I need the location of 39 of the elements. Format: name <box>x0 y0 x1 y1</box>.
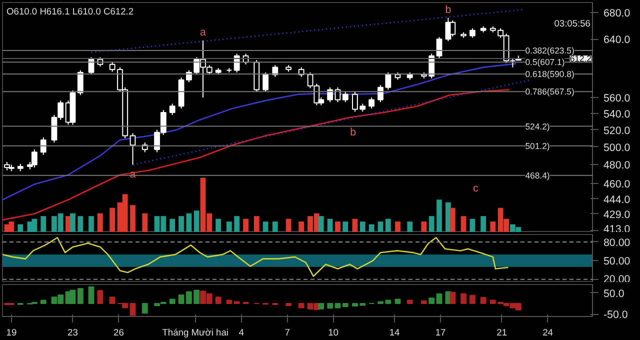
ref-line-label: 0.382(623.5) <box>525 46 574 56</box>
y-tick-label: 429.0 <box>604 208 630 221</box>
y-tick-label: 520.0 <box>604 124 630 137</box>
y-tick-label: -50.0 <box>604 309 628 322</box>
y-tick-label: 540.0 <box>604 108 630 120</box>
y-tick-label: 680.0 <box>604 8 630 20</box>
x-tick-label: 21 <box>496 328 508 338</box>
y-tick-label: 50.00 <box>604 256 630 268</box>
y-tick-label: 640.0 <box>604 34 630 46</box>
ref-line-label: 501.2) <box>525 140 550 151</box>
annotation: b <box>445 4 452 16</box>
x-tick-label: 14 <box>389 328 400 338</box>
x-tick-label: 7 <box>284 328 290 338</box>
x-tick-label: 24 <box>542 328 554 338</box>
y-tick-label: 50.0 <box>604 288 624 300</box>
ref-line-label: 0.5(607.1) <box>525 57 565 68</box>
y-tick-label: 500.0 <box>604 142 630 154</box>
x-tick-label: 4 <box>238 328 244 338</box>
y-tick-label: 460.0 <box>604 178 630 190</box>
annotation: a <box>200 26 206 38</box>
annotation: c <box>472 182 479 195</box>
ref-line-label: 468.4) <box>525 170 550 180</box>
x-tick-label: 26 <box>114 328 124 338</box>
x-tick-label: Tháng Mười hai <box>162 328 228 338</box>
ref-line-label: 0.618(590.8) <box>525 69 574 80</box>
y-tick-label: 560.0 <box>604 92 630 104</box>
x-tick-label: 10 <box>328 328 338 338</box>
x-tick-label: 19 <box>6 328 17 338</box>
annotation: b <box>350 126 356 138</box>
ref-line-label: 0.786(567.5) <box>525 86 574 97</box>
annotation: O610.0 H616.1 L610.0 C612.2 <box>6 6 134 16</box>
x-tick-label: 23 <box>68 328 78 338</box>
ref-line-label: 612.2 <box>570 54 592 64</box>
y-tick-label: 480.0 <box>604 160 630 172</box>
y-tick-label: 80.00 <box>604 236 630 249</box>
annotation: 03:05:56 <box>554 18 590 28</box>
y-tick-label: 444.0 <box>604 194 630 206</box>
x-tick-label: 17 <box>435 328 446 338</box>
ref-line-label: 524.2) <box>525 121 550 132</box>
